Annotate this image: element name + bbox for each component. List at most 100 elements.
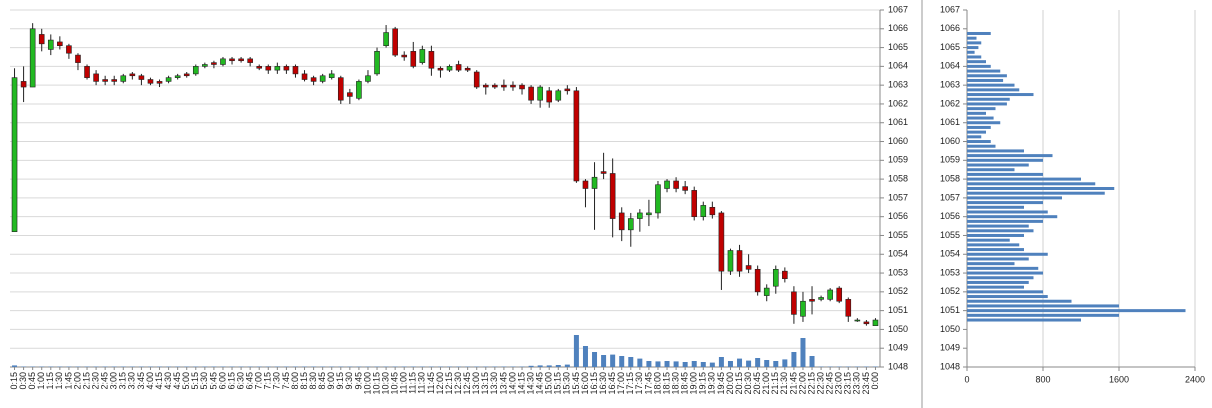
x-tick-label: 16:00	[580, 372, 590, 395]
volume-bar	[555, 365, 561, 367]
candle-body	[845, 299, 852, 317]
volume-bar	[682, 362, 688, 367]
profile-bar	[967, 295, 1048, 299]
candle-body	[510, 84, 516, 88]
candle-body	[365, 75, 371, 82]
candle-body	[519, 84, 525, 90]
profile-bar	[967, 41, 982, 45]
profile-bar	[967, 135, 982, 139]
profile-bar	[967, 187, 1115, 190]
candle-body	[111, 79, 118, 82]
candle-body	[727, 250, 734, 272]
candle-body	[501, 84, 507, 88]
candle-body	[75, 54, 81, 63]
candle-body	[537, 86, 543, 101]
volume-bar	[718, 357, 724, 367]
x-tick-label: 6:30	[235, 372, 245, 390]
y-tick-label: 1051	[888, 305, 908, 315]
candle-body	[202, 64, 208, 67]
x-tick-label: 17:45	[643, 372, 653, 395]
y-tick-label: 1055	[888, 230, 908, 240]
candle-body	[310, 77, 317, 82]
x-tick-label: 0:45	[27, 372, 37, 390]
y-tick-label: 1067	[888, 4, 908, 14]
volume-bar	[737, 358, 743, 367]
candle-body	[401, 54, 408, 58]
x-tick-label: 16:45	[607, 372, 617, 395]
y-tick-label: 1066	[940, 23, 960, 33]
volume-bar	[746, 360, 752, 367]
candle-body	[11, 77, 18, 233]
y-tick-label: 1054	[940, 249, 960, 259]
x-tick-label: 10:15	[371, 372, 381, 395]
x-tick-label: 3:00	[109, 372, 119, 390]
profile-bar	[967, 158, 1043, 162]
y-tick-label: 1062	[940, 98, 960, 108]
profile-bar	[967, 243, 1020, 247]
y-tick-label: 1055	[940, 230, 960, 240]
y-tick-label: 1063	[888, 80, 908, 90]
profile-bar	[967, 168, 1015, 172]
candle-body	[410, 51, 417, 67]
candle-body	[782, 270, 788, 279]
y-tick-label: 1061	[940, 117, 960, 127]
candle-body	[20, 81, 27, 88]
y-tick-label: 1067	[940, 4, 960, 14]
x-tick-label: 4:15	[154, 372, 164, 390]
x-tick-label: 21:00	[761, 372, 771, 395]
x-tick-label: 23:30	[852, 372, 862, 395]
x-tick-label: 16:30	[598, 372, 608, 395]
x-tick-label: 18:00	[652, 372, 662, 395]
candle-body	[183, 73, 190, 77]
candle-body	[872, 319, 879, 326]
candle-body	[238, 58, 244, 62]
profile-bar	[967, 262, 1015, 266]
y-tick-label: 1049	[940, 343, 960, 353]
candle-body	[446, 66, 453, 71]
y-tick-label: 1052	[940, 286, 960, 296]
candle-body	[319, 75, 326, 82]
candle-body	[664, 180, 670, 189]
x-tick-label: 13:00	[471, 372, 481, 395]
volume-bar	[637, 358, 643, 367]
x-tick-label: 9:30	[344, 372, 354, 390]
x-tick-label: 20:45	[752, 372, 762, 395]
candle-body	[84, 66, 90, 78]
x-tick-label: 20:30	[743, 372, 753, 395]
profile-bar	[967, 177, 1081, 181]
candle-body	[492, 84, 498, 88]
x-tick-label: 15:15	[553, 372, 563, 395]
volume-bar	[791, 352, 797, 367]
x-tick-label: 4:00	[145, 372, 155, 390]
y-tick-label: 1057	[940, 192, 960, 202]
candle-body	[229, 58, 235, 62]
x-tick-label: 17:00	[616, 372, 626, 395]
profile-bar	[967, 182, 1096, 186]
candle-body	[174, 75, 181, 78]
candle-body	[637, 212, 643, 219]
profile-bar	[967, 201, 1043, 205]
profile-bar	[967, 233, 1024, 237]
profile-bar	[967, 116, 994, 120]
candle-body	[274, 66, 281, 71]
candle-body	[673, 180, 679, 189]
candle-body	[591, 176, 598, 189]
candle-body	[156, 81, 163, 84]
x-tick-label: 2:45	[100, 372, 110, 390]
candle-body	[220, 58, 226, 65]
profile-bar	[967, 50, 975, 54]
y-tick-label: 1053	[940, 267, 960, 277]
x-tick-label: 6:45	[245, 372, 255, 390]
candle-body	[129, 73, 136, 77]
candle-body	[791, 291, 797, 315]
x-tick-label: 0	[964, 374, 969, 384]
candle-body	[392, 28, 398, 56]
x-tick-label: 2:15	[81, 372, 91, 390]
candle-body	[93, 73, 99, 82]
x-tick-label: 14:45	[535, 372, 545, 395]
x-tick-label: 5:00	[181, 372, 191, 390]
y-tick-label: 1051	[940, 305, 960, 315]
candle-body	[800, 300, 806, 317]
candle-body	[383, 32, 389, 46]
candle-body	[482, 84, 489, 88]
